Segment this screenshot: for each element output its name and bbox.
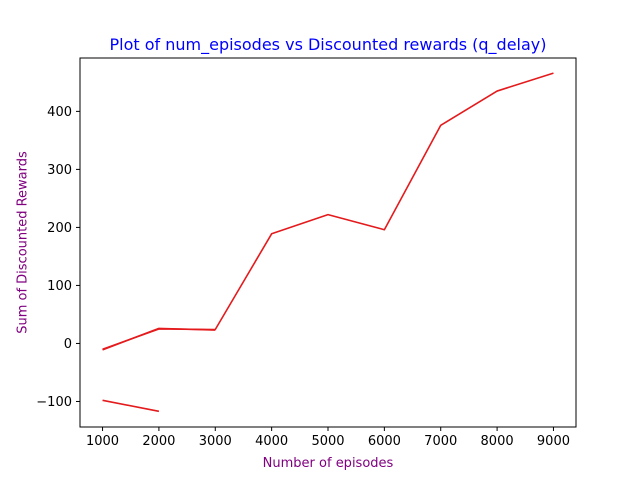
plot-area xyxy=(79,57,577,428)
y-tick-label: 200 xyxy=(47,221,72,236)
x-tick-label: 8000 xyxy=(481,434,514,449)
x-axis: 1000 2000 3000 4000 5000 6000 7000 8000 9000 xyxy=(86,427,570,449)
x-tick-label: 9000 xyxy=(537,434,570,449)
x-axis-label: Number of episodes xyxy=(263,456,394,471)
chart-title: Plot of num_episodes vs Discounted rewar… xyxy=(109,35,546,55)
y-axis: −100 0 100 200 300 400 xyxy=(36,105,80,410)
series-line-3 xyxy=(102,72,554,351)
y-axis-label: Sum of Discounted Rewards xyxy=(16,151,31,334)
x-tick-label: 7000 xyxy=(424,434,457,449)
series-line-2 xyxy=(102,327,216,351)
x-tick-label: 4000 xyxy=(255,434,288,449)
series-line-1 xyxy=(102,399,160,413)
y-tick-label: −100 xyxy=(36,395,72,410)
y-tick-label: 100 xyxy=(47,279,72,294)
y-tick-label: 400 xyxy=(47,105,72,120)
x-tick-label: 5000 xyxy=(311,434,344,449)
y-tick-label: 300 xyxy=(47,163,72,178)
x-tick-label: 1000 xyxy=(86,434,119,449)
x-tick-label: 6000 xyxy=(368,434,401,449)
x-tick-label: 2000 xyxy=(142,434,175,449)
plot-frame xyxy=(79,57,577,428)
y-tick-label: 0 xyxy=(64,337,72,352)
x-tick-label: 3000 xyxy=(199,434,232,449)
